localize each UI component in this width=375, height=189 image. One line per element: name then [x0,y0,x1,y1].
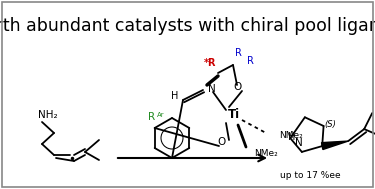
Text: (S): (S) [324,121,336,129]
Text: H: H [171,91,178,101]
Text: O: O [218,137,226,147]
Text: H: H [288,132,296,142]
Text: NH₂: NH₂ [38,110,58,120]
Text: *R: *R [204,58,216,68]
Text: up to 17 %ee: up to 17 %ee [280,170,340,180]
Text: Ti: Ti [228,108,240,122]
Text: R: R [235,48,242,58]
Text: NMe₂: NMe₂ [254,149,278,157]
Text: N: N [208,84,216,94]
Text: Ar: Ar [157,112,165,118]
Polygon shape [321,141,348,149]
Text: R: R [148,112,155,122]
Text: NMe₂: NMe₂ [279,130,303,139]
Text: Earth abundant catalysts with chiral pool ligands: Earth abundant catalysts with chiral poo… [0,17,375,35]
Text: R: R [247,56,254,66]
Text: N: N [295,138,303,148]
Text: O: O [234,82,242,92]
